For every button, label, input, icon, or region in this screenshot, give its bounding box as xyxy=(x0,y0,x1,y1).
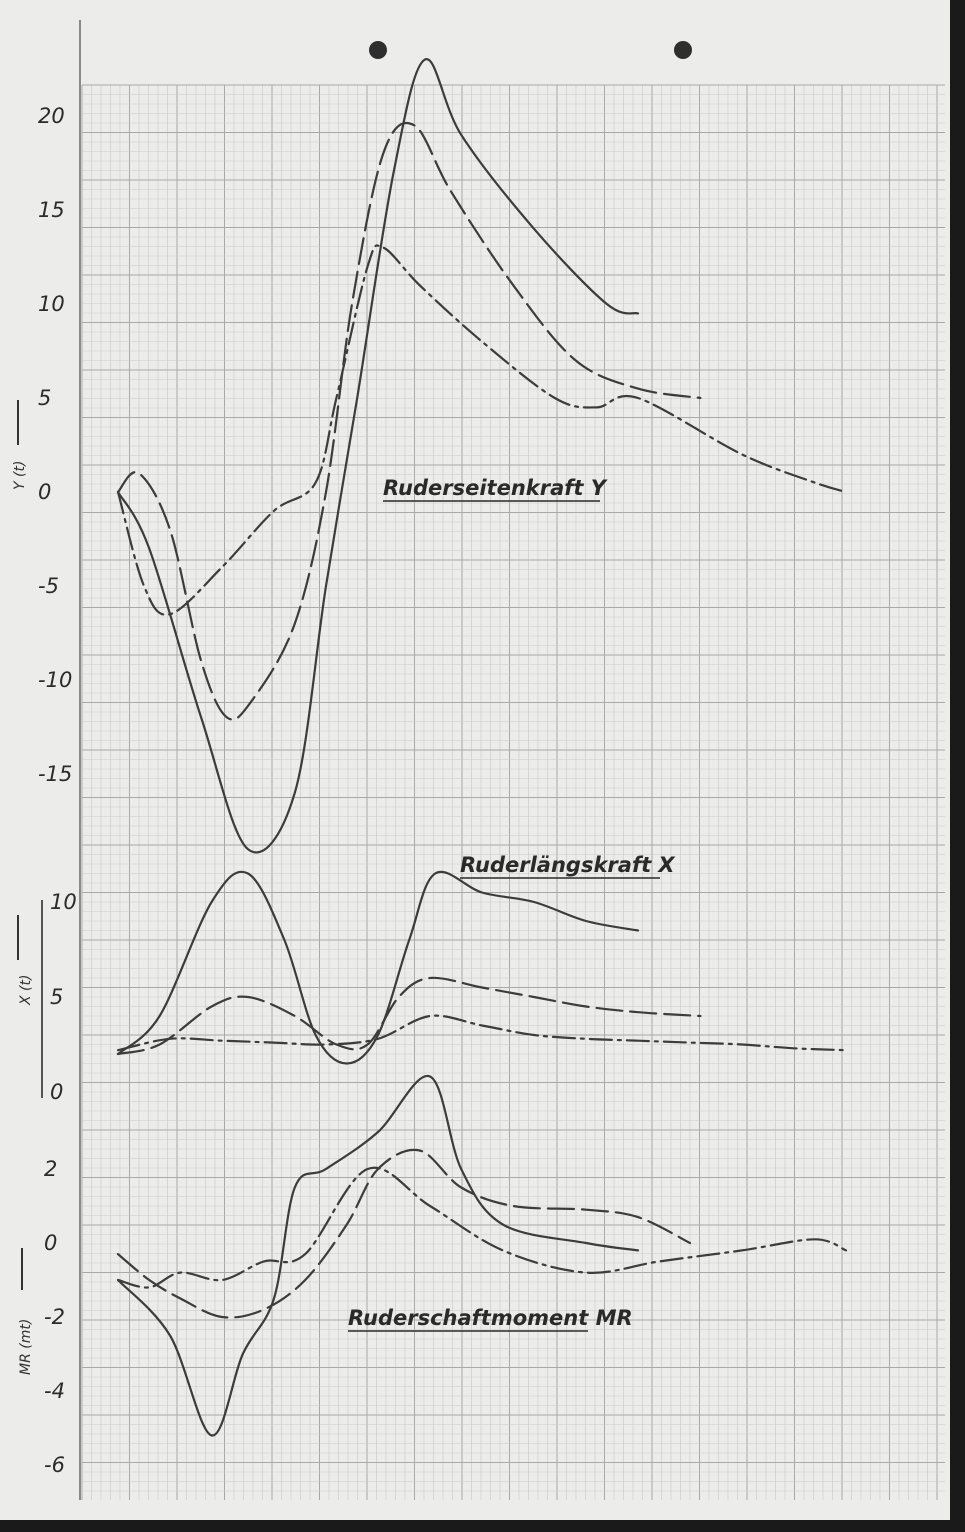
tick-label: -15 xyxy=(38,762,72,786)
title-ruderseitenkraft: Ruderseitenkraft Y xyxy=(383,476,608,500)
tick-label: 10 xyxy=(38,292,65,316)
series-line xyxy=(116,121,702,721)
tick-label: -5 xyxy=(38,574,59,598)
punch-hole-left xyxy=(369,41,387,59)
title-ruderlaengskraft: Ruderlängskraft X xyxy=(460,853,676,877)
series-line xyxy=(116,58,640,854)
m-tick-labels: 2 0 -2 -4 -6 xyxy=(44,1157,65,1477)
x-axis-label: X (t) xyxy=(18,975,34,1006)
tick-label: -6 xyxy=(44,1453,65,1477)
y-axis-label: Y (t) xyxy=(12,461,28,490)
tick-label: 5 xyxy=(50,985,63,1009)
tick-label: 10 xyxy=(50,890,77,914)
tick-label: -10 xyxy=(38,668,72,692)
curves xyxy=(116,58,848,1437)
series-line xyxy=(116,1075,640,1437)
series-line xyxy=(116,1014,848,1052)
series-line xyxy=(116,244,848,616)
series-line xyxy=(116,976,702,1056)
punch-hole-right xyxy=(674,41,692,59)
series-line xyxy=(116,870,640,1065)
title-ruderschaftmoment: Ruderschaftmoment MR xyxy=(348,1306,633,1330)
tick-label: -4 xyxy=(44,1379,65,1403)
tick-label: 15 xyxy=(38,198,65,222)
tick-label: -2 xyxy=(44,1305,65,1329)
graph-paper-sheet: Y (t) X (t) MR (mt) 20 15 10 5 0 -5 -10 -15 10 5… xyxy=(0,0,950,1520)
tick-label: 2 xyxy=(44,1157,57,1181)
grid xyxy=(81,84,945,1500)
tick-label: 0 xyxy=(44,1231,57,1255)
tick-label: 20 xyxy=(38,104,65,128)
series-line xyxy=(116,1148,692,1319)
series-line xyxy=(116,1166,848,1289)
m-axis-label: MR (mt) xyxy=(18,1319,34,1375)
x-tick-labels: 10 5 0 xyxy=(50,890,77,1104)
y-tick-labels: 20 15 10 5 0 -5 -10 -15 xyxy=(38,104,72,786)
tick-label: 5 xyxy=(38,386,51,410)
tick-label: 0 xyxy=(50,1080,63,1104)
tick-label: 0 xyxy=(38,480,51,504)
